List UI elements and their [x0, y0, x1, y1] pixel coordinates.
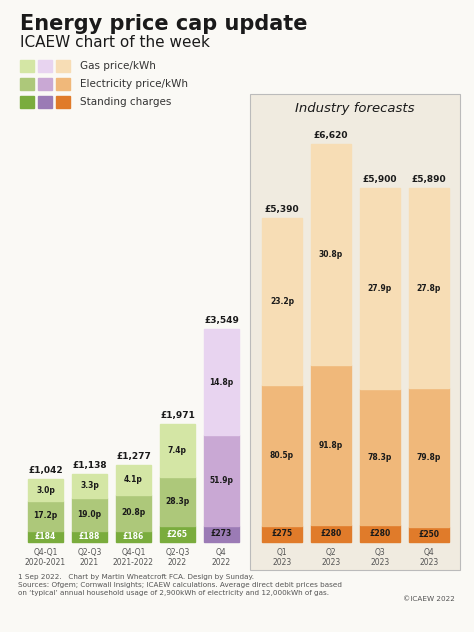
Bar: [116, 465, 151, 495]
Bar: [38, 60, 52, 72]
Text: 80.5p: 80.5p: [270, 451, 294, 460]
Bar: [262, 525, 302, 542]
Bar: [28, 501, 63, 531]
Text: £5,900: £5,900: [363, 175, 397, 184]
Text: on ‘typical’ annual household usage of 2,900kWh of electricity and 12,000kWh of : on ‘typical’ annual household usage of 2…: [18, 590, 329, 596]
Bar: [160, 526, 195, 542]
Bar: [56, 78, 70, 90]
Text: £188: £188: [79, 532, 100, 541]
Bar: [311, 525, 351, 542]
Text: Q2-Q3
2021: Q2-Q3 2021: [77, 548, 102, 568]
Bar: [116, 531, 151, 542]
Bar: [360, 389, 400, 525]
Bar: [204, 329, 239, 435]
Text: £280: £280: [320, 529, 342, 538]
Bar: [360, 525, 400, 542]
Text: 14.8p: 14.8p: [210, 377, 234, 387]
Bar: [262, 386, 302, 525]
Text: 7.4p: 7.4p: [168, 446, 187, 454]
Text: Electricity price/kWh: Electricity price/kWh: [80, 79, 188, 89]
Text: 17.2p: 17.2p: [33, 511, 58, 521]
Text: £6,620: £6,620: [314, 131, 348, 140]
Bar: [38, 96, 52, 108]
Text: Q4
2022: Q4 2022: [212, 548, 231, 568]
Bar: [204, 526, 239, 542]
Bar: [56, 60, 70, 72]
Bar: [409, 388, 449, 527]
Text: £265: £265: [167, 530, 188, 538]
Text: £184: £184: [35, 532, 56, 541]
Text: Q4
2023: Q4 2023: [419, 548, 438, 568]
Bar: [204, 435, 239, 526]
Text: 3.0p: 3.0p: [36, 486, 55, 495]
Text: Standing charges: Standing charges: [80, 97, 172, 107]
Text: 4.1p: 4.1p: [124, 475, 143, 484]
Bar: [360, 188, 400, 389]
Text: £280: £280: [369, 529, 391, 538]
Text: 20.8p: 20.8p: [121, 508, 146, 517]
Text: £275: £275: [272, 529, 292, 538]
Bar: [56, 96, 70, 108]
Text: Q4-Q1
2021-2022: Q4-Q1 2021-2022: [113, 548, 154, 568]
Bar: [262, 219, 302, 386]
Text: £3,549: £3,549: [204, 316, 239, 325]
Text: £1,042: £1,042: [28, 466, 63, 475]
Text: ©ICAEW 2022: ©ICAEW 2022: [403, 596, 455, 602]
Bar: [72, 497, 107, 531]
Bar: [311, 143, 351, 365]
Text: 19.0p: 19.0p: [77, 509, 101, 519]
Text: Sources: Ofgem; Cornwall Insights; ICAEW calculations. Average direct debit pric: Sources: Ofgem; Cornwall Insights; ICAEW…: [18, 582, 342, 588]
Text: Q2-Q3
2022: Q2-Q3 2022: [165, 548, 190, 568]
Bar: [409, 188, 449, 388]
Bar: [250, 94, 460, 570]
Bar: [311, 365, 351, 525]
Text: Industry forecasts: Industry forecasts: [295, 102, 415, 115]
Text: Q3
2023: Q3 2023: [370, 548, 390, 568]
Bar: [409, 527, 449, 542]
Bar: [116, 495, 151, 531]
Text: £1,277: £1,277: [116, 452, 151, 461]
Text: 27.9p: 27.9p: [368, 284, 392, 293]
Bar: [20, 96, 34, 108]
Text: 27.8p: 27.8p: [417, 284, 441, 293]
Text: Q2
2023: Q2 2023: [321, 548, 341, 568]
Bar: [28, 531, 63, 542]
Text: £5,890: £5,890: [412, 175, 447, 184]
Text: 1 Sep 2022.   Chart by Martin Wheatcroft FCA. Design by Sunday.: 1 Sep 2022. Chart by Martin Wheatcroft F…: [18, 574, 254, 580]
Text: 30.8p: 30.8p: [319, 250, 343, 259]
Text: £1,138: £1,138: [72, 461, 107, 470]
Bar: [72, 531, 107, 542]
Text: 79.8p: 79.8p: [417, 453, 441, 462]
Text: Q1
2023: Q1 2023: [273, 548, 292, 568]
Text: Gas price/kWh: Gas price/kWh: [80, 61, 156, 71]
Text: ICAEW chart of the week: ICAEW chart of the week: [20, 35, 210, 50]
Bar: [28, 480, 63, 501]
Text: 51.9p: 51.9p: [210, 476, 234, 485]
Text: £1,971: £1,971: [160, 411, 195, 420]
Text: 23.2p: 23.2p: [270, 298, 294, 307]
Text: Energy price cap update: Energy price cap update: [20, 14, 308, 34]
Text: £273: £273: [211, 530, 232, 538]
Text: Q4-Q1
2020-2021: Q4-Q1 2020-2021: [25, 548, 66, 568]
Bar: [20, 60, 34, 72]
Text: 91.8p: 91.8p: [319, 441, 343, 450]
Bar: [160, 423, 195, 477]
Text: 78.3p: 78.3p: [368, 453, 392, 461]
Text: £186: £186: [123, 532, 144, 541]
Bar: [38, 78, 52, 90]
Bar: [160, 477, 195, 526]
Text: £5,390: £5,390: [264, 205, 299, 214]
Bar: [72, 474, 107, 497]
Text: £250: £250: [419, 530, 439, 539]
Text: 3.3p: 3.3p: [80, 482, 99, 490]
Text: 28.3p: 28.3p: [165, 497, 190, 506]
Bar: [20, 78, 34, 90]
